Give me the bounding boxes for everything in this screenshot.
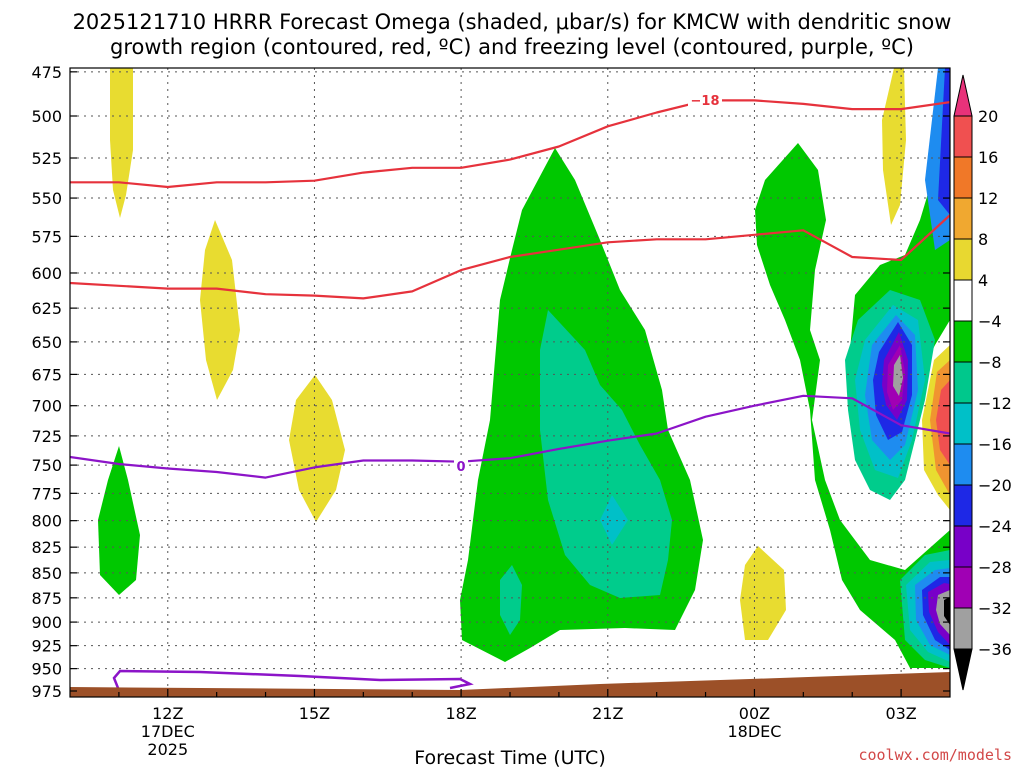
colorbar-swatch bbox=[953, 279, 973, 322]
y-tick-label: 875 bbox=[31, 589, 62, 608]
contour-label-dgz: −18 bbox=[688, 92, 722, 109]
colorbar-label: −28 bbox=[978, 558, 1012, 577]
y-tick-label: 850 bbox=[31, 564, 62, 583]
colorbar-label: 12 bbox=[978, 189, 998, 208]
x-tick-label: 21Z bbox=[592, 704, 623, 723]
colorbar-swatch bbox=[953, 484, 973, 527]
x-tick-date: 18DEC bbox=[727, 722, 781, 741]
x-tick-label: 00Z bbox=[739, 704, 770, 723]
y-tick-label: 825 bbox=[31, 538, 62, 557]
credit-text[interactable]: coolwx.com/models bbox=[858, 746, 1012, 764]
y-tick-label: 550 bbox=[31, 189, 62, 208]
y-tick-label: 600 bbox=[31, 264, 62, 283]
y-tick-label: 800 bbox=[31, 512, 62, 531]
colorbar-label: −32 bbox=[978, 599, 1012, 618]
freezing-level-loop-lower bbox=[112, 669, 474, 690]
plot-area bbox=[70, 68, 950, 697]
y-tick-label: 525 bbox=[31, 149, 62, 168]
colorbar-label: 4 bbox=[978, 271, 988, 290]
colorbar-swatch-bottom bbox=[953, 648, 973, 691]
colorbar-label: 20 bbox=[978, 107, 998, 126]
terrain-fill bbox=[70, 672, 950, 697]
colorbar-label: −24 bbox=[978, 517, 1012, 536]
y-tick-label: 975 bbox=[31, 682, 62, 701]
colorbar-swatch bbox=[953, 402, 973, 445]
x-tick-label: 18Z bbox=[445, 704, 476, 723]
colorbar-swatch bbox=[953, 607, 973, 650]
y-tick-label: 650 bbox=[31, 333, 62, 352]
omega-region-green bbox=[755, 143, 950, 668]
y-tick-label: 575 bbox=[31, 227, 62, 246]
contour-label-minus18: −18 bbox=[691, 94, 720, 109]
colorbar-swatch bbox=[953, 156, 973, 199]
colorbar-swatch bbox=[953, 525, 973, 568]
colorbar-swatch bbox=[953, 443, 973, 486]
chart-title-line1: 2025121710 HRRR Forecast Omega (shaded, … bbox=[73, 10, 952, 34]
omega-blob-yellow bbox=[110, 68, 133, 218]
omega-blob-yellow bbox=[200, 220, 240, 400]
contour-series-line bbox=[70, 214, 950, 300]
colorbar-label: 8 bbox=[978, 230, 988, 249]
contour-series-line bbox=[70, 99, 950, 189]
y-tick-label: 750 bbox=[31, 456, 62, 475]
y-tick-label: 675 bbox=[31, 365, 62, 384]
x-tick-label: 12Z bbox=[152, 704, 183, 723]
contour-label-zero: 0 bbox=[456, 460, 465, 475]
colorbar-swatch bbox=[953, 566, 973, 609]
colorbar: 20 16 12 8 4 −4 −8 −12 −16 −20 −24 −28 −32 −36 bbox=[953, 74, 1012, 691]
colorbar-swatch bbox=[953, 115, 973, 158]
colorbar-swatch bbox=[953, 320, 973, 363]
colorbar-label: −8 bbox=[978, 353, 1002, 372]
omega-shading bbox=[98, 68, 950, 668]
y-tick-label: 775 bbox=[31, 484, 62, 503]
colorbar-label: −36 bbox=[978, 640, 1012, 659]
omega-blob-red bbox=[936, 380, 950, 465]
colorbar-label: −16 bbox=[978, 435, 1012, 454]
colorbar-label: −4 bbox=[978, 312, 1002, 331]
y-tick-label: 725 bbox=[31, 427, 62, 446]
x-tick-date: 17DEC bbox=[141, 722, 195, 741]
omega-region-teal bbox=[540, 310, 672, 598]
omega-blob-yellow bbox=[882, 68, 906, 225]
x-tick-label: 15Z bbox=[299, 704, 330, 723]
colorbar-swatch bbox=[953, 197, 973, 240]
contour-label-freezing: 0 bbox=[454, 458, 468, 475]
colorbar-swatch-top bbox=[953, 74, 973, 117]
omega-region-gray bbox=[893, 355, 903, 396]
colorbar-swatch bbox=[953, 238, 973, 281]
omega-region-purple bbox=[938, 68, 950, 215]
y-tick-label: 500 bbox=[31, 107, 62, 126]
omega-region-black bbox=[944, 597, 950, 625]
colorbar-label: −20 bbox=[978, 476, 1012, 495]
omega-blob-yellow bbox=[289, 375, 345, 522]
y-tick-label: 625 bbox=[31, 299, 62, 318]
contour-lines bbox=[70, 99, 950, 479]
omega-blob-yellow bbox=[740, 546, 786, 640]
contour-series-line bbox=[70, 394, 950, 479]
chart-title-line2: growth region (contoured, red, ºC) and f… bbox=[110, 35, 914, 59]
y-tick-label: 950 bbox=[31, 660, 62, 679]
omega-region-cyan bbox=[600, 495, 628, 545]
y-tick-label: 700 bbox=[31, 397, 62, 416]
colorbar-label: −12 bbox=[978, 394, 1012, 413]
x-tick-year: 2025 bbox=[147, 740, 188, 759]
y-axis: 475 500 525 550 575 600 625 650 675 700 725 750 775 8… bbox=[31, 63, 950, 701]
y-tick-label: 475 bbox=[31, 63, 62, 82]
x-tick-label: 03Z bbox=[885, 704, 916, 723]
x-axis-label: Forecast Time (UTC) bbox=[414, 747, 605, 768]
y-tick-label: 900 bbox=[31, 613, 62, 632]
colorbar-label: 16 bbox=[978, 148, 998, 167]
omega-region-teal bbox=[500, 565, 522, 635]
y-tick-label: 925 bbox=[31, 637, 62, 656]
colorbar-swatch bbox=[953, 361, 973, 404]
